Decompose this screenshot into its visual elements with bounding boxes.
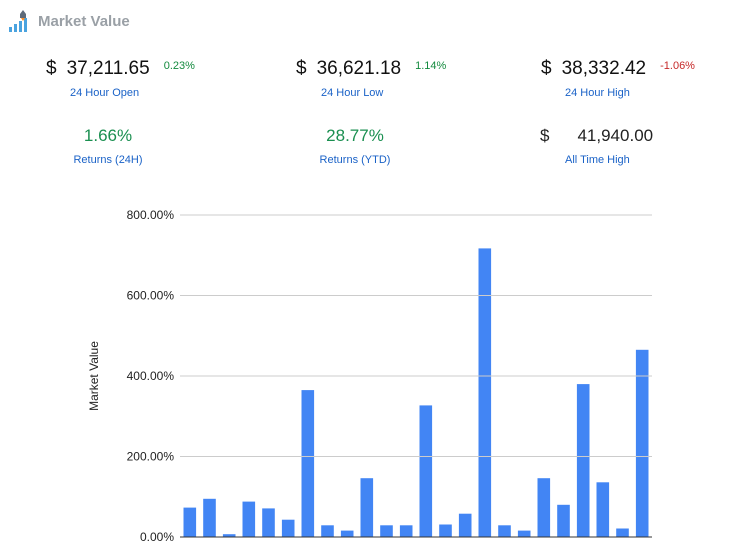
bar[interactable]	[281, 519, 295, 537]
currency-symbol: $	[296, 58, 307, 79]
y-axis-label: Market Value	[87, 341, 101, 411]
y-tick-label: 600.00%	[127, 289, 175, 303]
currency-symbol: $	[541, 58, 552, 79]
y-tick-label: 400.00%	[127, 369, 175, 383]
y-tick-label: 800.00%	[127, 208, 175, 222]
bar[interactable]	[576, 384, 590, 537]
high-label: 24 Hour High	[565, 87, 630, 99]
stat-24h-open: $ 37,211.65 0.23% 24 Hour Open	[46, 58, 246, 99]
high-value: 38,332.42	[561, 58, 647, 79]
open-value: 37,211.65	[66, 58, 150, 79]
open-change: 0.23%	[163, 60, 195, 72]
bar[interactable]	[419, 405, 433, 537]
bar[interactable]	[321, 525, 334, 537]
bar[interactable]	[517, 530, 531, 537]
bar-chart-rocket-icon	[9, 10, 27, 32]
bar[interactable]	[262, 508, 275, 537]
stat-returns-24h: 1.66% Returns (24H)	[8, 126, 208, 166]
bar[interactable]	[596, 482, 610, 537]
stat-24h-low: $ 36,621.18 1.14% 24 Hour Low	[296, 58, 496, 99]
bar[interactable]	[537, 478, 551, 537]
y-tick-label: 0.00%	[140, 530, 174, 544]
bar[interactable]	[301, 390, 315, 537]
bar[interactable]	[183, 507, 197, 537]
bar[interactable]	[498, 525, 511, 537]
bar[interactable]	[557, 504, 570, 537]
stat-24h-high: $ 38,332.42 -1.06% 24 Hour High	[541, 58, 733, 99]
app-header: Market Value	[8, 8, 130, 34]
bar[interactable]	[458, 513, 472, 537]
bar[interactable]	[616, 528, 629, 538]
bar[interactable]	[439, 524, 452, 538]
low-value: 36,621.18	[316, 58, 402, 79]
bar[interactable]	[203, 498, 216, 537]
bar[interactable]	[380, 525, 393, 537]
high-change: -1.06%	[660, 60, 695, 72]
returns-ytd-value: 28.77%	[326, 126, 384, 145]
returns-24h-label: Returns (24H)	[73, 154, 143, 166]
currency-symbol: $	[46, 58, 57, 79]
stat-all-time-high: $ 41,940.00 All Time High	[540, 126, 733, 166]
low-label: 24 Hour Low	[321, 87, 384, 99]
open-label: 24 Hour Open	[70, 87, 140, 99]
y-tick-label: 200.00%	[127, 450, 175, 464]
all-time-high-label: All Time High	[565, 154, 630, 166]
stat-returns-ytd: 28.77% Returns (YTD)	[255, 126, 455, 166]
returns-ytd-label: Returns (YTD)	[319, 154, 391, 166]
bar[interactable]	[360, 478, 374, 537]
bar[interactable]	[478, 248, 492, 537]
low-change: 1.14%	[415, 60, 447, 72]
bar[interactable]	[340, 530, 354, 537]
bar[interactable]	[635, 349, 649, 537]
all-time-high-value: 41,940.00	[577, 126, 654, 145]
bar[interactable]	[399, 525, 413, 537]
returns-24h-value: 1.66%	[83, 126, 133, 145]
bar[interactable]	[222, 534, 236, 537]
page-title: Market Value	[38, 12, 130, 30]
currency-symbol: $	[540, 126, 550, 145]
bar[interactable]	[242, 501, 256, 537]
